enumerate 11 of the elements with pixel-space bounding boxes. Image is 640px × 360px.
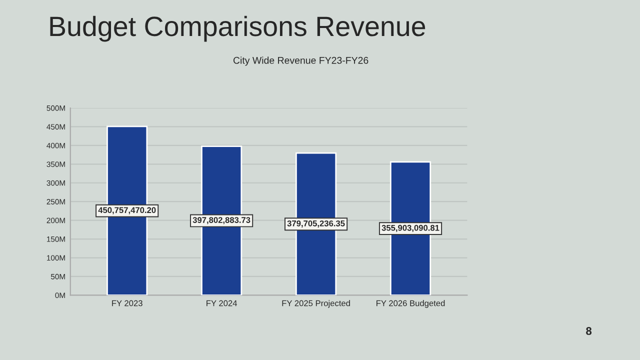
data-label: 379,705,236.35 [287, 220, 345, 228]
data-label: 397,802,883.73 [192, 217, 250, 224]
x-tick-label: FY 2024 [206, 300, 237, 306]
x-tick-label: FY 2026 Budgeted [376, 300, 445, 308]
chart-title: Budget Comparisons Revenue [50, 16, 426, 42]
chart-subtitle: City Wide Revenue FY23-FY26 [233, 56, 368, 66]
x-tick-label: FY 2023 [112, 300, 142, 306]
text: 8 [586, 327, 592, 335]
data-label: 355,903,090.81 [382, 224, 440, 232]
x-tick-label: FY 2025 Projected [282, 300, 350, 308]
data-label: 450,757,470.20 [98, 207, 156, 214]
